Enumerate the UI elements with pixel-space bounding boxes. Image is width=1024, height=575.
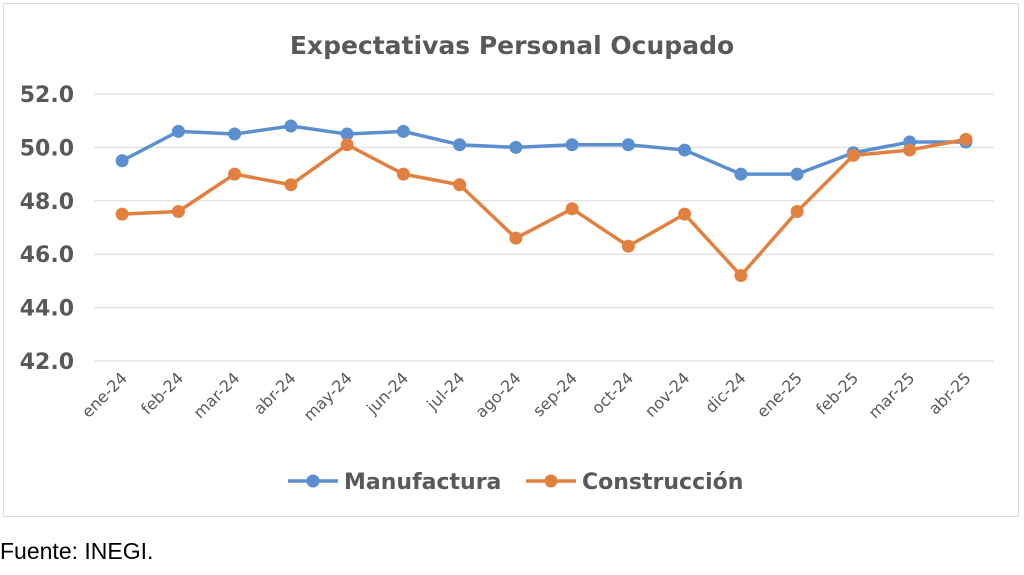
data-point <box>565 202 579 216</box>
data-point <box>565 138 579 152</box>
x-tick-label: abr-24 <box>250 368 300 418</box>
legend: Manufactura Construcción <box>288 470 743 495</box>
x-tick-label: ene-25 <box>753 368 806 421</box>
data-point <box>790 204 804 218</box>
legend-item: Construcción <box>526 470 743 495</box>
x-tick-label: mar-24 <box>190 368 244 422</box>
series-manufactura <box>115 119 973 181</box>
data-point <box>734 167 748 181</box>
x-tick-label: abr-25 <box>925 368 975 418</box>
source-note: Fuente: INEGI. <box>0 538 154 564</box>
chart-frame: Expectativas Personal Ocupado 42.0 44.0 46… <box>3 3 1019 517</box>
data-point <box>340 138 354 152</box>
x-tick-label: dic-24 <box>701 368 749 416</box>
data-point <box>228 167 242 181</box>
data-point <box>115 154 129 168</box>
y-axis-ticks: 42.0 44.0 46.0 48.0 50.0 52.0 <box>20 83 74 375</box>
x-axis-ticks: ene-24 feb-24 mar-24 abr-24 may-24 jun-24 jul-… <box>78 368 975 424</box>
y-tick-label: 48.0 <box>20 190 74 215</box>
y-tick-label: 42.0 <box>20 350 74 375</box>
line-chart: Expectativas Personal Ocupado 42.0 44.0 46… <box>20 31 994 495</box>
legend-marker <box>306 474 320 488</box>
y-tick-label: 52.0 <box>20 83 74 108</box>
x-tick-label: jun-24 <box>362 368 412 418</box>
legend-marker <box>544 474 558 488</box>
x-tick-label: may-24 <box>300 368 356 424</box>
series-construcción <box>115 132 973 283</box>
x-tick-label: sep-24 <box>529 368 581 420</box>
data-point <box>115 207 129 221</box>
chart-title: Expectativas Personal Ocupado <box>290 31 734 60</box>
legend-item: Manufactura <box>288 470 501 495</box>
data-point <box>959 132 973 146</box>
legend-label: Manufactura <box>344 470 501 495</box>
data-point <box>284 178 298 192</box>
series-lines <box>115 119 973 283</box>
data-point <box>453 178 467 192</box>
y-tick-label: 46.0 <box>20 243 74 268</box>
data-point <box>621 138 635 152</box>
x-tick-label: feb-25 <box>812 368 862 418</box>
x-tick-label: nov-24 <box>641 368 693 420</box>
data-point <box>228 127 242 141</box>
data-point <box>509 231 523 245</box>
data-point <box>678 143 692 157</box>
data-point <box>453 138 467 152</box>
data-point <box>509 140 523 154</box>
data-point <box>903 143 917 157</box>
x-tick-label: mar-25 <box>865 368 919 422</box>
data-point <box>790 167 804 181</box>
y-tick-label: 44.0 <box>20 297 74 322</box>
data-point <box>846 148 860 162</box>
x-tick-label: jul-24 <box>422 368 468 414</box>
data-point <box>171 124 185 138</box>
legend-label: Construcción <box>582 470 743 495</box>
data-point <box>171 204 185 218</box>
x-tick-label: oct-24 <box>588 368 637 417</box>
data-point <box>284 119 298 133</box>
data-point <box>340 127 354 141</box>
data-point <box>396 124 410 138</box>
x-tick-label: feb-24 <box>137 368 187 418</box>
y-tick-label: 50.0 <box>20 136 74 161</box>
data-point <box>678 207 692 221</box>
x-tick-label: ene-24 <box>78 368 131 421</box>
x-tick-label: ago-24 <box>472 368 525 421</box>
data-point <box>621 239 635 253</box>
series-line <box>122 137 967 278</box>
series-line <box>121 124 966 176</box>
data-point <box>396 167 410 181</box>
data-point <box>734 269 748 283</box>
